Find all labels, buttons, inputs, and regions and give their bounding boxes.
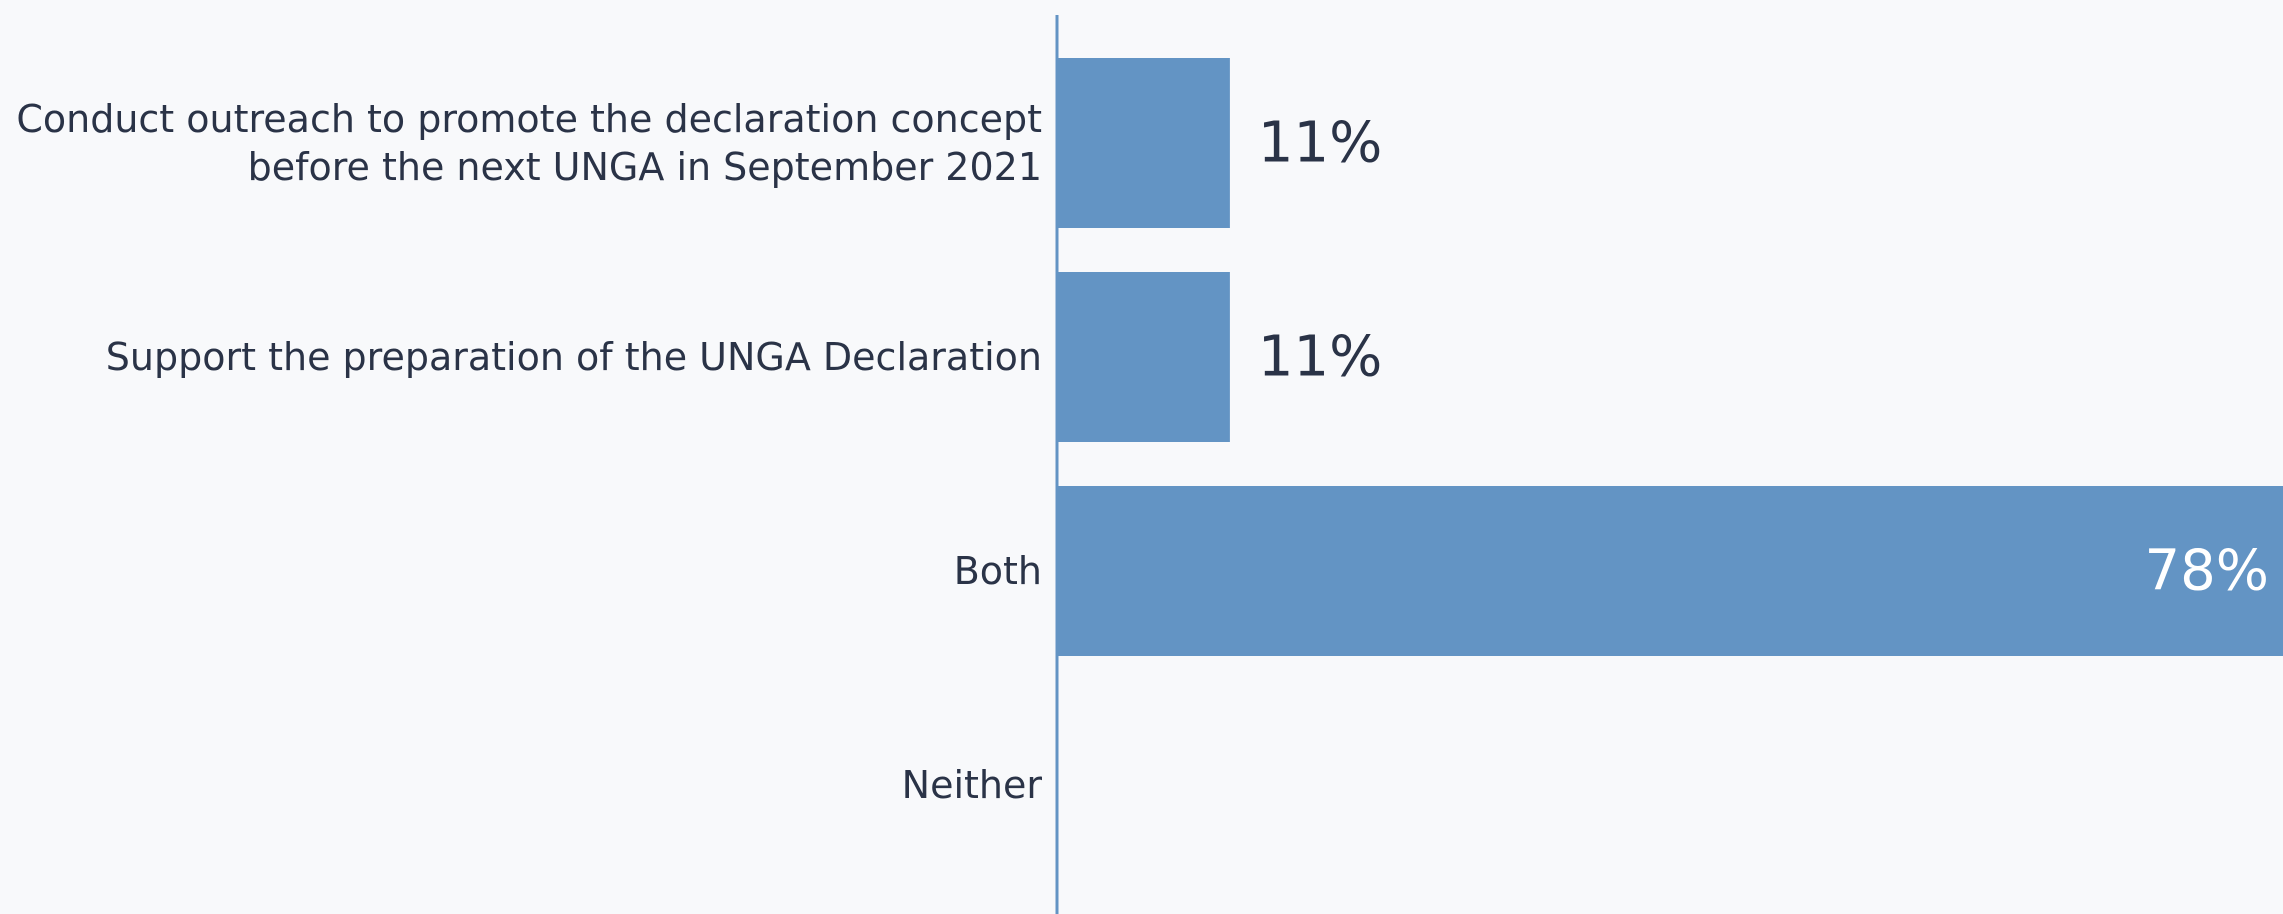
category-label: Both <box>953 549 1042 593</box>
bar <box>1057 272 1230 442</box>
value-label: 78% <box>2144 538 2269 604</box>
value-label: 11% <box>1257 110 1383 176</box>
category-label: Neither <box>901 763 1042 807</box>
bar <box>1057 486 2283 656</box>
category-label: Conduct outreach to promote the declarat… <box>16 97 1042 189</box>
category-label: Support the preparation of the UNGA Decl… <box>105 335 1042 379</box>
bar <box>1057 58 1230 228</box>
value-label: 11% <box>1257 324 1383 390</box>
